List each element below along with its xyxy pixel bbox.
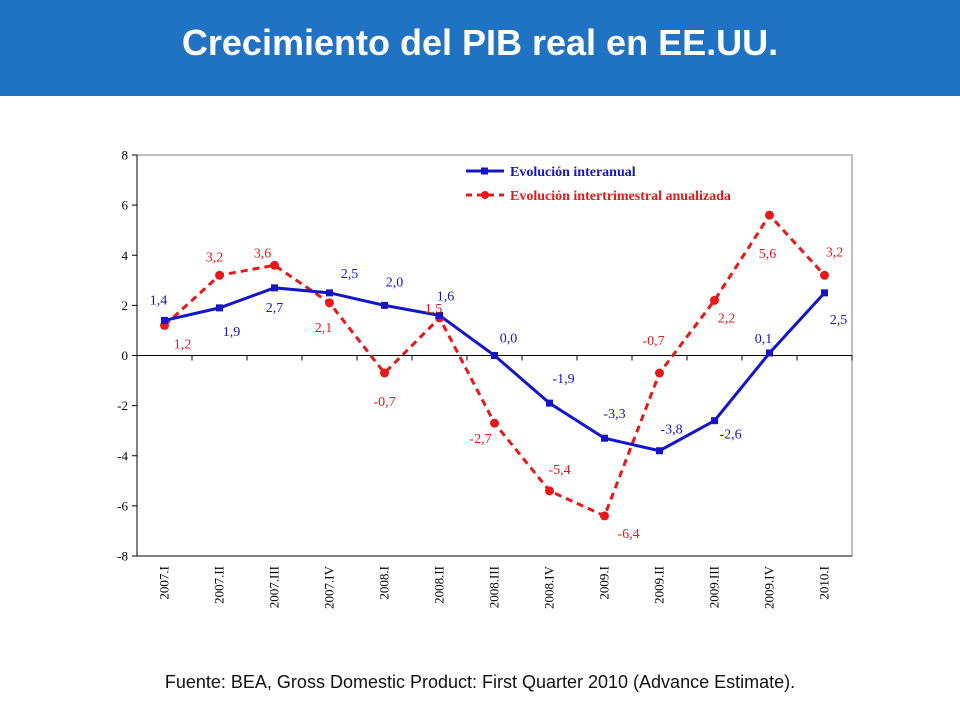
data-label-intertrimestral: 5,6 [759,247,777,262]
gdp-line-chart: -8 -6 -4 -2 0 2 4 6 8 2007.I 2007.II 2007.III 2007.I… [117,148,853,609]
series-intertrimestral-point [270,260,279,270]
data-label-interanual: -2,6 [719,428,741,443]
x-tick-label: 2008.I [377,566,392,600]
data-label-interanual: 0,1 [755,332,773,347]
legend-box [462,162,850,206]
series-interanual-point [491,352,498,359]
series-intertrimestral-point [655,368,664,378]
data-label-intertrimestral: -0,7 [642,334,664,349]
legend-marker-interanual [481,167,488,175]
series-interanual-point [436,311,443,319]
series-intertrimestral-point [490,418,499,428]
legend-marker-intertrimestral [481,191,489,199]
x-tick-label: 2007.II [212,566,227,604]
series-intertrimestral-point [765,210,774,220]
series-interanual-point [326,289,333,297]
data-label-interanual: 2,5 [341,267,359,282]
series-intertrimestral-point [820,270,829,280]
data-label-interanual: -1,9 [552,372,574,387]
series-interanual-point [161,316,168,324]
x-tick-label: 2010.I [817,566,832,600]
x-tick-label: 2008.IV [542,565,557,609]
y-tick-label: 0 [122,348,129,363]
data-label-intertrimestral: -5,4 [548,463,570,478]
x-tick-label: 2009.II [652,566,667,604]
data-label-intertrimestral: -6,4 [617,527,639,542]
y-tick-label: -4 [117,448,128,463]
data-label-intertrimestral: 2,2 [718,311,736,326]
x-tick-label: 2007.IV [322,565,337,609]
x-tick-label: 2009.I [597,566,612,600]
x-tick-label: 2007.III [267,566,282,608]
data-label-intertrimestral: 3,6 [254,246,272,261]
y-tick-label: -6 [117,498,128,513]
data-label-intertrimestral: 1,2 [174,337,192,352]
x-tick-label: 2009.III [707,566,722,608]
source-note: Fuente: BEA, Gross Domestic Product: Fir… [164,672,796,692]
legend: Evolución interanual Evolución intertrim… [462,162,850,206]
y-tick-label: 8 [122,148,129,163]
series-interanual-point [821,289,828,297]
series-interanual-point [546,399,553,407]
data-label-intertrimestral: -0,7 [373,395,395,410]
x-tick-label: 2007.I [157,566,172,600]
x-tick-label: 2008.II [432,566,447,604]
series-intertrimestral-point [380,368,389,378]
y-tick-label: 2 [122,298,129,313]
data-label-interanual: 0,0 [500,332,518,347]
data-label-interanual: -3,8 [660,423,682,438]
y-tick-label: -8 [117,549,128,564]
page-title: Crecimiento del PIB real en EE.UU. [181,22,779,63]
series-interanual-point [656,447,663,455]
data-label-interanual: -3,3 [603,407,625,422]
legend-label-interanual: Evolución interanual [510,165,636,180]
title-bar [0,0,960,96]
data-label-intertrimestral: 3,2 [206,250,224,265]
data-label-interanual: 1,9 [223,325,241,340]
data-label-intertrimestral: 3,2 [826,245,844,260]
series-intertrimestral-point [545,486,554,496]
series-intertrimestral-point [600,511,609,521]
series-interanual-point [381,301,388,309]
series-interanual-point [766,349,773,357]
series-intertrimestral-point [215,270,224,280]
data-label-interanual: 2,7 [266,301,284,316]
data-label-intertrimestral: -2,7 [469,432,491,447]
y-tick-label: 4 [122,248,129,263]
data-label-interanual: 2,5 [830,313,848,328]
x-tick-label: 2008.III [487,566,502,608]
series-interanual-point [216,304,223,312]
legend-label-intertrimestral: Evolución intertrimestral anualizada [510,189,731,204]
series-interanual-point [601,434,608,442]
series-intertrimestral-point [710,295,719,305]
y-tick-label: 6 [122,198,129,213]
y-tick-label: -2 [117,398,128,413]
data-label-intertrimestral: 2,1 [315,321,333,336]
series-intertrimestral-point [325,298,334,308]
data-label-interanual: 1,6 [437,289,455,304]
series-interanual-point [711,417,718,425]
data-label-interanual: 1,4 [150,293,168,308]
data-label-intertrimestral: 1,5 [425,302,443,317]
series-interanual-point [271,284,278,292]
data-label-interanual: 2,0 [386,275,404,290]
x-tick-label: 2009.IV [762,565,777,609]
